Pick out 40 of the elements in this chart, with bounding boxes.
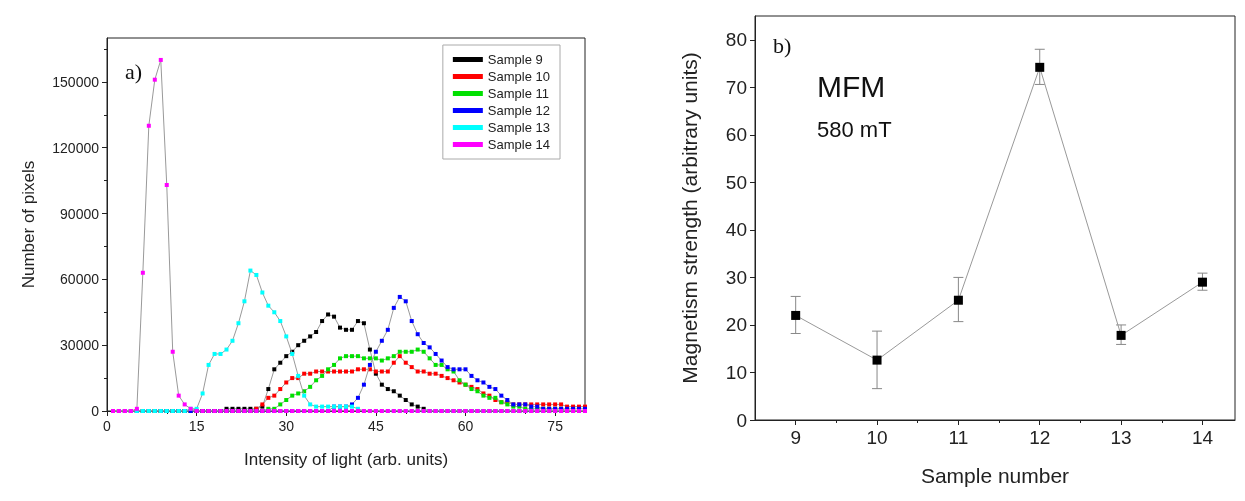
y-tick-label: 10 [725,361,747,383]
x-tick-label: 15 [188,418,205,434]
y-tick-label: 80 [725,29,747,51]
y-tick-label: 120000 [52,139,100,156]
y-axis-title: Magnetism strength (arbitrary units) [678,52,701,384]
x-tick-label: 12 [1029,427,1051,448]
y-tick-label: 90000 [60,205,100,222]
x-tick-label: 0 [103,418,112,434]
legend-label: Sample 12 [487,103,551,118]
y-tick-label: 40 [725,219,747,241]
annotation: a) [125,58,143,84]
y-tick-label: 0 [91,403,100,419]
legend-label: Sample 10 [487,69,551,84]
legend-label: Sample 14 [487,137,551,152]
y-tick-label: 30000 [60,337,100,354]
legend-label: Sample 9 [487,52,543,67]
y-axis-title: Number of pixels [19,160,38,289]
x-tick-label: 11 [948,427,969,448]
x-tick-label: 9 [790,427,801,448]
x-tick-label: 60 [457,418,474,434]
y-tick-label: 60000 [60,271,100,288]
x-tick-label: 30 [278,418,295,434]
x-tick-label: 10 [866,427,888,448]
y-tick-label: 30 [725,266,747,288]
x-tick-label: 75 [547,418,564,434]
y-tick-label: 70 [725,76,747,98]
annotation: MFM [817,69,886,103]
legend-label: Sample 11 [487,86,550,101]
y-tick-label: 60 [725,124,747,146]
x-tick-label: 14 [1191,427,1214,448]
x-axis-title: Sample number [920,464,1070,487]
x-axis-title: Intensity of light (arb. units) [243,450,449,469]
annotation: 580 mT [817,116,892,142]
y-tick-label: 50 [725,171,747,193]
x-tick-label: 45 [368,418,384,434]
x-tick-label: 13 [1110,427,1132,448]
y-tick-label: 150000 [52,73,100,90]
annotation: b) [773,32,792,58]
y-tick-label: 20 [725,314,747,336]
legend-label: Sample 13 [487,120,551,135]
